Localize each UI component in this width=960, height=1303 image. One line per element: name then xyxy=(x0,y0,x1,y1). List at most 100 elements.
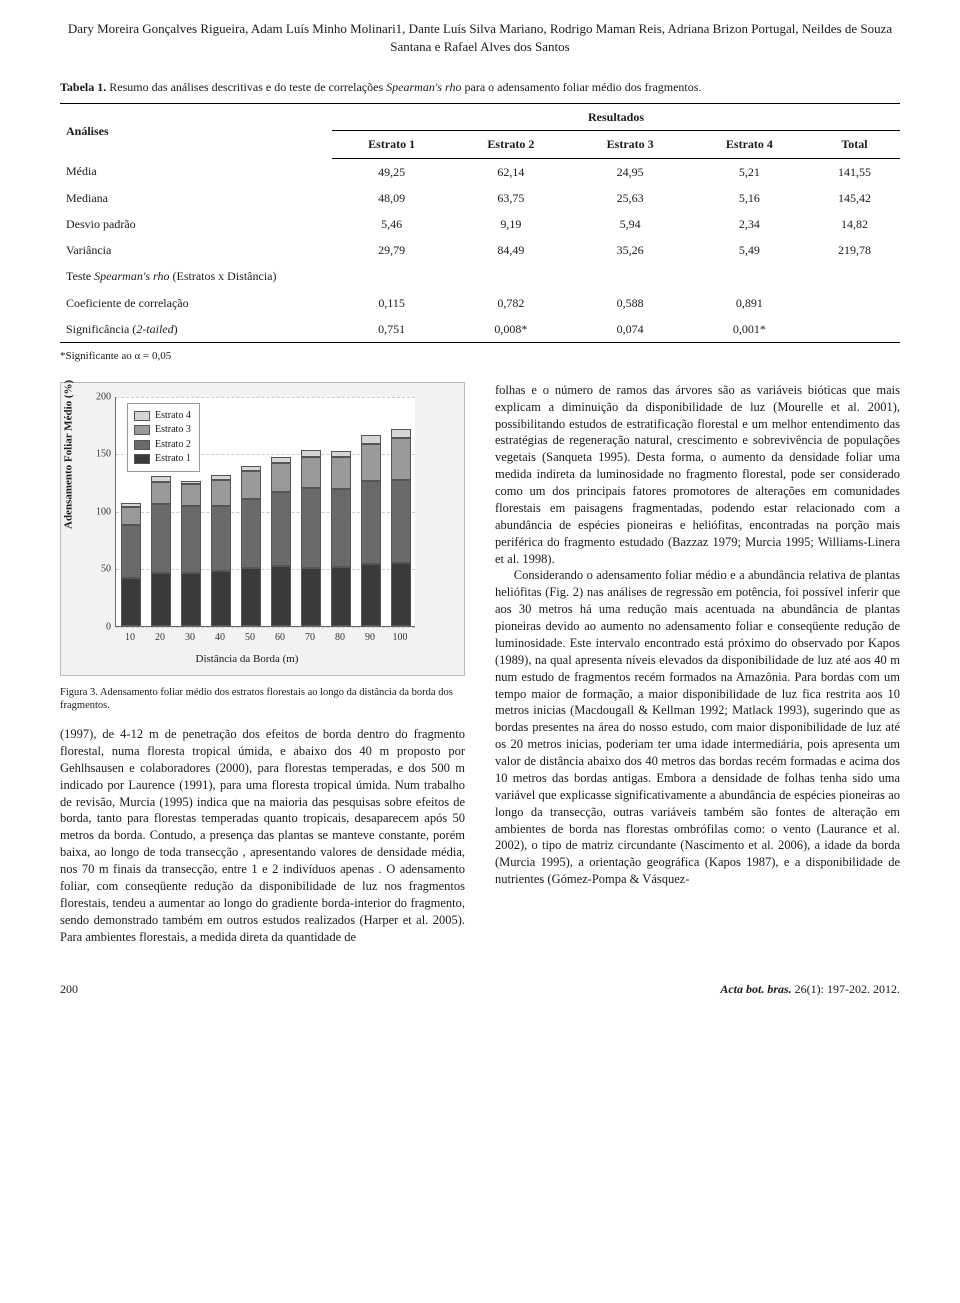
bar-segment xyxy=(121,578,141,626)
xtick-label: 50 xyxy=(245,631,255,645)
chart-legend: Estrato 4Estrato 3Estrato 2Estrato 1 xyxy=(127,403,200,472)
xtick-label: 70 xyxy=(305,631,315,645)
cell: 0,115 xyxy=(332,290,451,316)
right-column: folhas e o número de ramos das árvores s… xyxy=(495,382,900,946)
table-caption-prefix: Tabela 1. xyxy=(60,80,106,94)
cell: 141,55 xyxy=(809,158,900,185)
cell: 5,94 xyxy=(571,211,690,237)
row-label: Média xyxy=(60,158,332,185)
ytick-label: 200 xyxy=(96,390,111,404)
page-number: 200 xyxy=(60,981,78,997)
bar-segment xyxy=(211,571,231,626)
legend-row: Estrato 4 xyxy=(134,409,191,423)
bar-segment xyxy=(331,457,351,489)
cell xyxy=(809,290,900,316)
cell: 219,78 xyxy=(809,237,900,263)
th-col: Estrato 3 xyxy=(571,131,690,158)
bar-segment xyxy=(361,444,381,481)
page-footer: 200 Acta bot. bras. 26(1): 197-202. 2012… xyxy=(60,981,900,997)
legend-label: Estrato 1 xyxy=(155,452,191,466)
journal-issue: 26(1): 197-202. 2012. xyxy=(792,982,900,996)
th-resultados: Resultados xyxy=(332,104,900,131)
cell: 62,14 xyxy=(451,158,570,185)
legend-swatch xyxy=(134,411,150,421)
bar-segment xyxy=(121,525,141,578)
bar-segment xyxy=(331,489,351,567)
cell xyxy=(809,316,900,343)
xtick-label: 40 xyxy=(215,631,225,645)
cell: 14,82 xyxy=(809,211,900,237)
legend-swatch xyxy=(134,454,150,464)
cell: 5,49 xyxy=(690,237,809,263)
cell: 0,751 xyxy=(332,316,451,343)
xtick-label: 80 xyxy=(335,631,345,645)
author-line: Dary Moreira Gonçalves Rigueira, Adam Lu… xyxy=(60,20,900,55)
ytick-label: 100 xyxy=(96,505,111,519)
bar-segment xyxy=(181,573,201,626)
legend-label: Estrato 2 xyxy=(155,438,191,452)
bar-segment xyxy=(211,475,231,480)
th-col: Estrato 1 xyxy=(332,131,451,158)
cell: 0,074 xyxy=(571,316,690,343)
legend-row: Estrato 2 xyxy=(134,438,191,452)
bar-segment xyxy=(241,466,261,471)
bar-segment xyxy=(121,507,141,524)
cell: 0,782 xyxy=(451,290,570,316)
cell: 145,42 xyxy=(809,185,900,211)
bar-segment xyxy=(391,563,411,626)
chart-ylabel: Adensamento Foliar Médio (%) xyxy=(62,380,77,529)
body-right-p1: folhas e o número de ramos das árvores s… xyxy=(495,382,900,568)
body-right-p2: Considerando o adensamento foliar médio … xyxy=(495,567,900,888)
cell: 84,49 xyxy=(451,237,570,263)
legend-row: Estrato 3 xyxy=(134,423,191,437)
bar-segment xyxy=(271,492,291,566)
xtick-label: 30 xyxy=(185,631,195,645)
bar-segment xyxy=(391,480,411,563)
bar-segment xyxy=(241,499,261,568)
cell: 29,79 xyxy=(332,237,451,263)
table-caption-suffix: para o adensamento foliar médio dos frag… xyxy=(462,80,702,94)
cell: 5,21 xyxy=(690,158,809,185)
left-column: Estrato 4Estrato 3Estrato 2Estrato 1 Ade… xyxy=(60,382,465,946)
bar-segment xyxy=(181,506,201,573)
bar-segment xyxy=(301,457,321,488)
table-caption: Tabela 1. Resumo das análises descritiva… xyxy=(60,79,900,95)
th-analises: Análises xyxy=(60,104,332,158)
bar-segment xyxy=(361,435,381,444)
bar-segment xyxy=(301,568,321,626)
figure-caption: Figura 3. Adensamento foliar médio dos e… xyxy=(60,686,465,712)
cell: 0,588 xyxy=(571,290,690,316)
bar-segment xyxy=(121,503,141,508)
bar-segment xyxy=(361,481,381,564)
bar-segment xyxy=(271,457,291,463)
bar-segment xyxy=(271,566,291,626)
bar-segment xyxy=(241,471,261,500)
bar-segment xyxy=(271,463,291,493)
results-table: Análises Resultados Estrato 1Estrato 2Es… xyxy=(60,103,900,343)
legend-row: Estrato 1 xyxy=(134,452,191,466)
bar-segment xyxy=(181,481,201,484)
chart-xlabel: Distância da Borda (m) xyxy=(67,652,427,667)
legend-label: Estrato 4 xyxy=(155,409,191,423)
xtick-label: 60 xyxy=(275,631,285,645)
bar-segment xyxy=(151,573,171,626)
bar-segment xyxy=(301,450,321,457)
bar-segment xyxy=(391,438,411,479)
table-caption-italic: Spearman's rho xyxy=(386,80,461,94)
bar-segment xyxy=(391,429,411,438)
bar-segment xyxy=(331,567,351,626)
bar-segment xyxy=(181,484,201,506)
section-row: Teste Spearman's rho (Estratos x Distânc… xyxy=(60,263,900,289)
bar-segment xyxy=(151,504,171,573)
legend-label: Estrato 3 xyxy=(155,423,191,437)
xtick-label: 10 xyxy=(125,631,135,645)
legend-swatch xyxy=(134,425,150,435)
chart-container: Estrato 4Estrato 3Estrato 2Estrato 1 Ade… xyxy=(60,382,465,676)
xtick-label: 20 xyxy=(155,631,165,645)
cell: 49,25 xyxy=(332,158,451,185)
row-label: Desvio padrão xyxy=(60,211,332,237)
xtick-label: 100 xyxy=(393,631,408,645)
stacked-bar-chart: Estrato 4Estrato 3Estrato 2Estrato 1 Ade… xyxy=(67,389,427,669)
ytick-label: 150 xyxy=(96,448,111,462)
row-label: Coeficiente de correlação xyxy=(60,290,332,316)
